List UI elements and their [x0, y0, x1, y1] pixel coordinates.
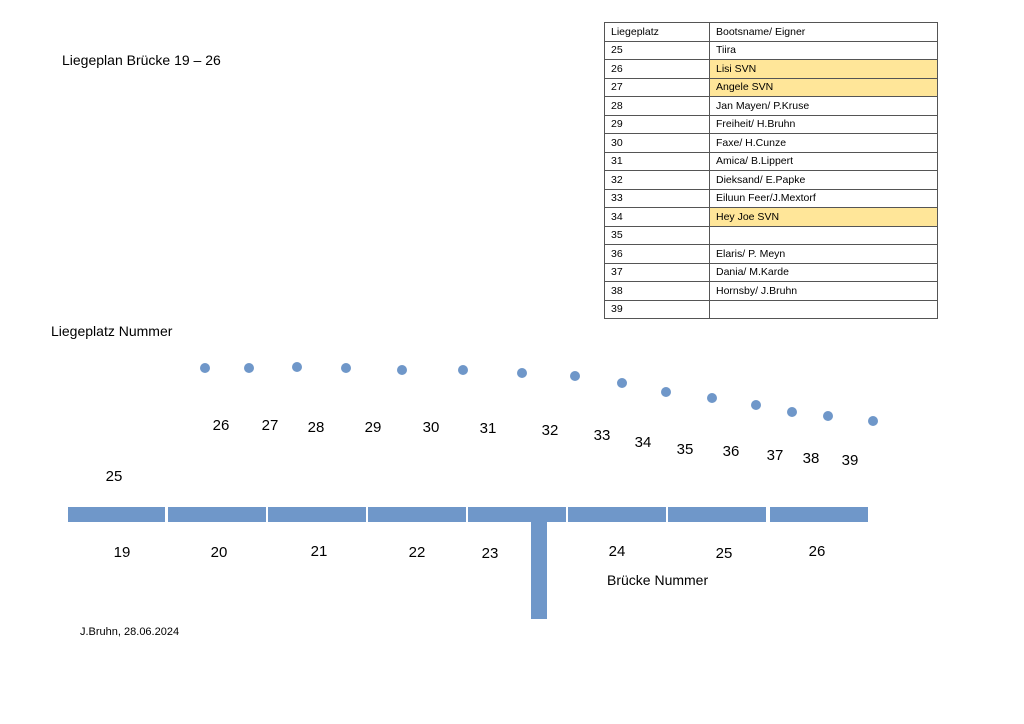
table-row: 34 Hey Joe SVN — [604, 207, 938, 227]
table-row: 29 Freiheit/ H.Bruhn — [604, 114, 938, 134]
berth-number: 28 — [308, 419, 325, 436]
berth-number: 34 — [635, 434, 652, 451]
berth-cell: 34 — [604, 207, 710, 227]
table-row: 31 Amica/ B.Lippert — [604, 151, 938, 171]
berth-number: 30 — [423, 419, 440, 436]
berth-dot — [341, 363, 351, 373]
bridge-number: 23 — [482, 545, 499, 562]
table-row: 35 — [604, 225, 938, 245]
bridge-number: 19 — [114, 544, 131, 561]
bridge-number: 22 — [409, 544, 426, 561]
berth-dot — [617, 378, 627, 388]
table-row: 28 Jan Mayen/ P.Kruse — [604, 96, 938, 116]
berth-number-label: Liegeplatz Nummer — [51, 323, 173, 339]
berth-cell: 32 — [604, 170, 710, 190]
berth-number: 31 — [480, 420, 497, 437]
table-row: 39 — [604, 299, 938, 319]
bridge-number: 25 — [716, 545, 733, 562]
berth-dot — [751, 400, 761, 410]
berth-number: 29 — [365, 419, 382, 436]
berth-number: 33 — [594, 427, 611, 444]
berth-cell: 33 — [604, 188, 710, 208]
bridge-segment — [68, 507, 165, 522]
berth-dot — [292, 362, 302, 372]
berth-dot — [397, 365, 407, 375]
boat-name-cell — [709, 225, 938, 245]
berth-number: 37 — [767, 447, 784, 464]
boat-name-cell: Amica/ B.Lippert — [709, 151, 938, 171]
berth-dot — [707, 393, 717, 403]
berth-number: 32 — [542, 422, 559, 439]
bridge-segment — [668, 507, 766, 522]
berth-number: 25 — [106, 468, 123, 485]
bridge-number: 20 — [211, 544, 228, 561]
bridge-segment — [168, 507, 266, 522]
table-row: 32 Dieksand/ E.Papke — [604, 170, 938, 190]
table-row: 37 Dania/ M.Karde — [604, 262, 938, 282]
boat-name-cell: Angele SVN — [709, 77, 938, 97]
berth-number: 36 — [723, 443, 740, 460]
berth-dot — [200, 363, 210, 373]
table-row: 27 Angele SVN — [604, 77, 938, 97]
berth-dot — [787, 407, 797, 417]
boat-name-cell: Faxe/ H.Cunze — [709, 133, 938, 153]
table-row: 25 Tiira — [604, 40, 938, 60]
boat-name-cell: Freiheit/ H.Bruhn — [709, 114, 938, 134]
bridge-segment — [368, 507, 466, 522]
berth-number: 39 — [842, 452, 859, 469]
bridge-number: 24 — [609, 543, 626, 560]
berth-dot — [244, 363, 254, 373]
boat-name-cell: Eiluun Feer/J.Mextorf — [709, 188, 938, 208]
berth-number: 38 — [803, 450, 820, 467]
access-pier — [531, 521, 547, 619]
header-bootsname: Bootsname/ Eigner — [709, 22, 938, 42]
page-title: Liegeplan Brücke 19 – 26 — [62, 52, 221, 68]
table-row: 26 Lisi SVN — [604, 59, 938, 79]
bridge-segment — [268, 507, 366, 522]
berth-dot — [458, 365, 468, 375]
berth-dot — [570, 371, 580, 381]
bridge-number: 26 — [809, 543, 826, 560]
berth-number: 35 — [677, 441, 694, 458]
berth-dot — [661, 387, 671, 397]
berth-cell: 30 — [604, 133, 710, 153]
boat-name-cell: Jan Mayen/ P.Kruse — [709, 96, 938, 116]
boat-name-cell: Dieksand/ E.Papke — [709, 170, 938, 190]
bridge-segment — [468, 507, 566, 522]
berth-number: 26 — [213, 417, 230, 434]
table-row: 30 Faxe/ H.Cunze — [604, 133, 938, 153]
bridge-segment — [770, 507, 868, 522]
berth-dot — [868, 416, 878, 426]
bridge-segment — [568, 507, 666, 522]
boat-name-cell: Hey Joe SVN — [709, 207, 938, 227]
berth-dot — [517, 368, 527, 378]
berth-dot — [823, 411, 833, 421]
author-date: J.Bruhn, 28.06.2024 — [80, 626, 180, 638]
berth-number: 27 — [262, 417, 279, 434]
table-row: 33 Eiluun Feer/J.Mextorf — [604, 188, 938, 208]
table-header-row: Liegeplatz Bootsname/ Eigner — [604, 22, 938, 42]
bridge-number: 21 — [311, 543, 328, 560]
boat-name-cell — [709, 299, 938, 319]
berth-table: Liegeplatz Bootsname/ Eigner 25 Tiira 26 Li… — [604, 22, 938, 319]
berth-cell: 31 — [604, 151, 710, 171]
bridge-number-label: Brücke Nummer — [607, 572, 709, 588]
